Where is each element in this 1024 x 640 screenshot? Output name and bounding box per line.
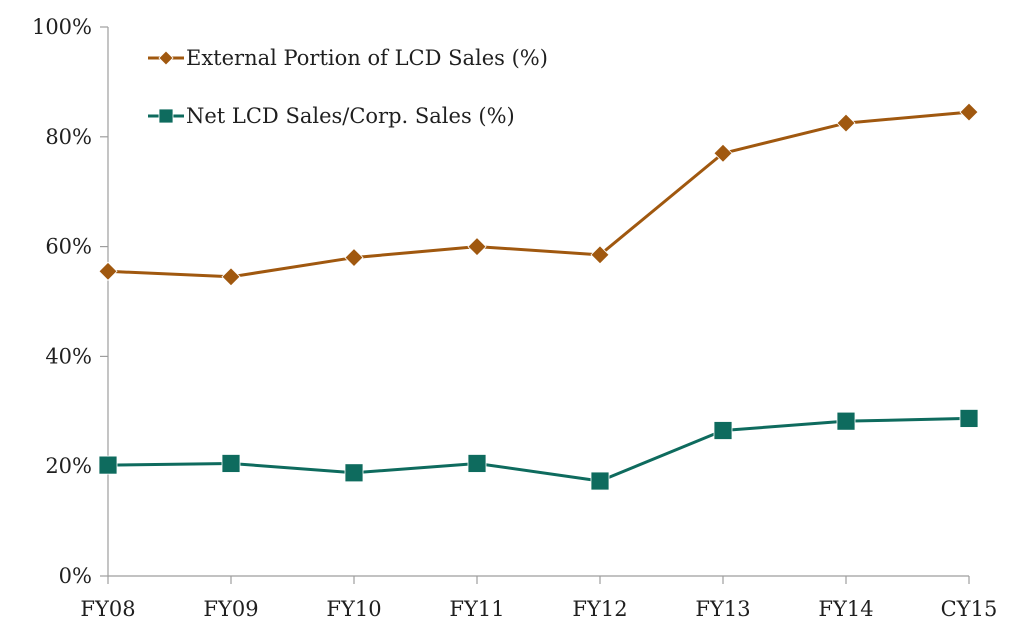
- data-point: [590, 245, 610, 265]
- legend-item: External Portion of LCD Sales (%): [148, 46, 548, 70]
- legend-label: Net LCD Sales/Corp. Sales (%): [186, 104, 515, 128]
- data-point: [344, 463, 364, 483]
- x-tick-label: FY11: [449, 597, 504, 621]
- data-point: [713, 143, 733, 163]
- series-2: [98, 409, 979, 491]
- legend: External Portion of LCD Sales (%) Net LCD…: [148, 46, 548, 128]
- data-point: [221, 454, 241, 473]
- legend-label: External Portion of LCD Sales (%): [186, 46, 548, 70]
- data-point: [344, 248, 364, 268]
- series-1: [98, 102, 979, 287]
- legend-marker: [158, 50, 174, 66]
- data-point: [836, 411, 856, 431]
- series-line: [106, 416, 971, 483]
- x-tick-label: CY15: [941, 597, 998, 621]
- y-tick-label: 20%: [45, 454, 92, 478]
- series-line: [106, 110, 971, 279]
- data-point: [836, 113, 856, 133]
- data-point: [713, 421, 733, 440]
- data-point: [959, 409, 979, 428]
- data-point: [98, 455, 118, 475]
- y-tick-label: 60%: [45, 235, 92, 259]
- data-point: [467, 454, 487, 473]
- series-layer: [98, 102, 979, 491]
- x-tick-label: FY13: [695, 597, 750, 621]
- y-tick-label: 0%: [59, 564, 92, 588]
- legend-marker: [158, 108, 174, 124]
- data-point: [221, 267, 241, 287]
- data-point: [590, 471, 610, 491]
- y-tick-label: 100%: [32, 15, 92, 39]
- data-point: [959, 102, 979, 122]
- data-point: [98, 261, 118, 281]
- data-point: [467, 237, 487, 257]
- x-tick-label: FY14: [818, 597, 873, 621]
- x-tick-label: FY08: [80, 597, 135, 621]
- y-tick-label: 80%: [45, 125, 92, 149]
- x-tick-label: FY09: [203, 597, 258, 621]
- x-tick-label: FY12: [572, 597, 627, 621]
- axes: 0% 20% 40% 60% 80% 100% FY08 FY09 FY10 FY11 FY12 FY…: [32, 15, 997, 621]
- legend-item: Net LCD Sales/Corp. Sales (%): [148, 104, 515, 128]
- x-tick-label: FY10: [326, 597, 381, 621]
- y-tick-label: 40%: [45, 344, 92, 368]
